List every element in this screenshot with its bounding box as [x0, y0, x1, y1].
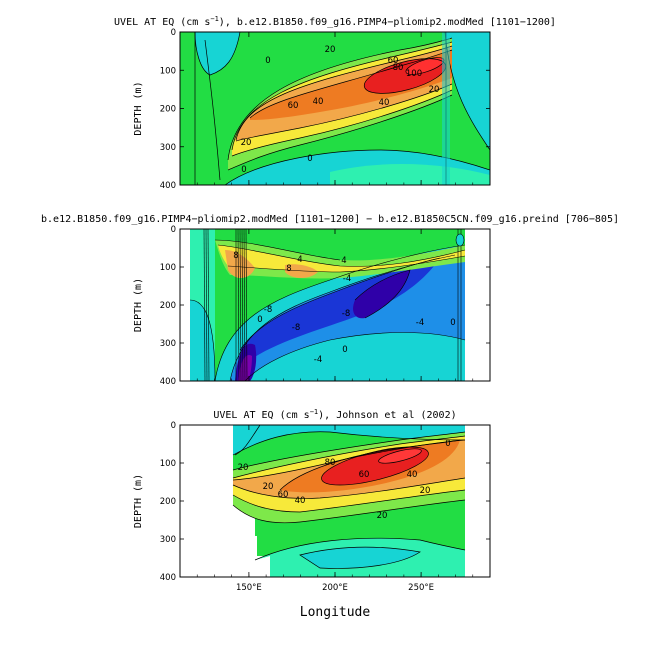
y-tick-label: 400: [160, 377, 176, 387]
y-tick-label: 400: [160, 181, 176, 191]
y-tick-label: 0: [171, 28, 176, 38]
contour-label: 60: [359, 470, 370, 480]
contour-label: 60: [388, 56, 399, 66]
contour-label: 20: [325, 45, 336, 55]
panel-3-xlabel: Longitude: [300, 605, 371, 620]
y-tick-label: 200: [160, 105, 176, 115]
panel-2: b.e12.B1850.f09_g16.PIMP4−pliomip2.modMe…: [41, 214, 619, 387]
y-tick-label: 0: [171, 225, 176, 235]
panel-2-title: b.e12.B1850.f09_g16.PIMP4−pliomip2.modMe…: [41, 214, 619, 225]
panel-2-ylabel: DEPTH (m): [133, 278, 144, 332]
contour-label: 40: [379, 98, 390, 108]
panel-3: UVEL AT EQ (cm s−1), Johnson et al (2002…: [133, 408, 491, 620]
contour-label: 60: [278, 490, 289, 500]
panel-1: UVEL AT EQ (cm s−1), b.e12.B1850.f09_g16…: [114, 15, 556, 191]
panel-2-field: [180, 229, 490, 381]
contour-label: 0: [307, 154, 312, 164]
contour-label: 20: [429, 85, 440, 95]
contour-label: 8: [286, 264, 291, 274]
y-tick-label: 200: [160, 301, 176, 311]
contour-label: 0: [257, 315, 262, 325]
panel-3-x-axis: 150°E 200°E 250°E: [196, 425, 474, 593]
contour-label: 0: [445, 439, 450, 449]
y-tick-label: 100: [160, 459, 176, 469]
y-tick-label: 400: [160, 573, 176, 583]
x-tick-label: 250°E: [408, 583, 434, 593]
contour-label: -4: [314, 355, 322, 365]
contour-label: 100: [406, 69, 422, 79]
contour-label: 4: [297, 255, 302, 265]
contour-label: 0: [450, 318, 455, 328]
contour-label: -8: [292, 323, 300, 333]
y-tick-label: 300: [160, 143, 176, 153]
contour-label: 20: [241, 138, 252, 148]
panel-3-ylabel: DEPTH (m): [133, 474, 144, 528]
panel-1-x-ticks: [196, 32, 474, 185]
panel-3-field: [180, 425, 490, 577]
x-tick-label: 200°E: [322, 583, 348, 593]
contour-label: 40: [295, 496, 306, 506]
y-tick-label: 300: [160, 535, 176, 545]
x-tick-label: 150°E: [236, 583, 262, 593]
y-tick-label: 0: [171, 421, 176, 431]
panel-1-field: [180, 32, 490, 185]
contour-label: 20: [263, 482, 274, 492]
contour-label: -4: [343, 274, 351, 284]
contour-label: 40: [407, 470, 418, 480]
y-tick-label: 100: [160, 66, 176, 76]
contour-label: 40: [313, 97, 324, 107]
y-tick-label: 300: [160, 339, 176, 349]
contour-label: 4: [341, 256, 346, 266]
contour-label: 20: [377, 511, 388, 521]
contour-label: 80: [325, 458, 336, 468]
y-tick-label: 100: [160, 263, 176, 273]
contour-label: 80: [393, 63, 404, 73]
contour-label: 0: [342, 345, 347, 355]
contour-label: 0: [241, 165, 246, 175]
panel-2-x-ticks: [196, 229, 474, 381]
panel-3-title: UVEL AT EQ (cm s−1), Johnson et al (2002…: [213, 408, 456, 421]
contour-label: 8: [233, 251, 238, 261]
panel-1-title: UVEL AT EQ (cm s−1), b.e12.B1850.f09_g16…: [114, 15, 556, 28]
contour-label: -8: [342, 309, 350, 319]
contour-label: -8: [264, 305, 272, 315]
y-tick-label: 200: [160, 497, 176, 507]
contour-label: 20: [420, 486, 431, 496]
contour-label: 20: [238, 463, 249, 473]
contour-label: -4: [416, 318, 424, 328]
panel-1-ylabel: DEPTH (m): [133, 81, 144, 135]
contour-label: 60: [288, 101, 299, 111]
contour-label: 0: [265, 56, 270, 66]
